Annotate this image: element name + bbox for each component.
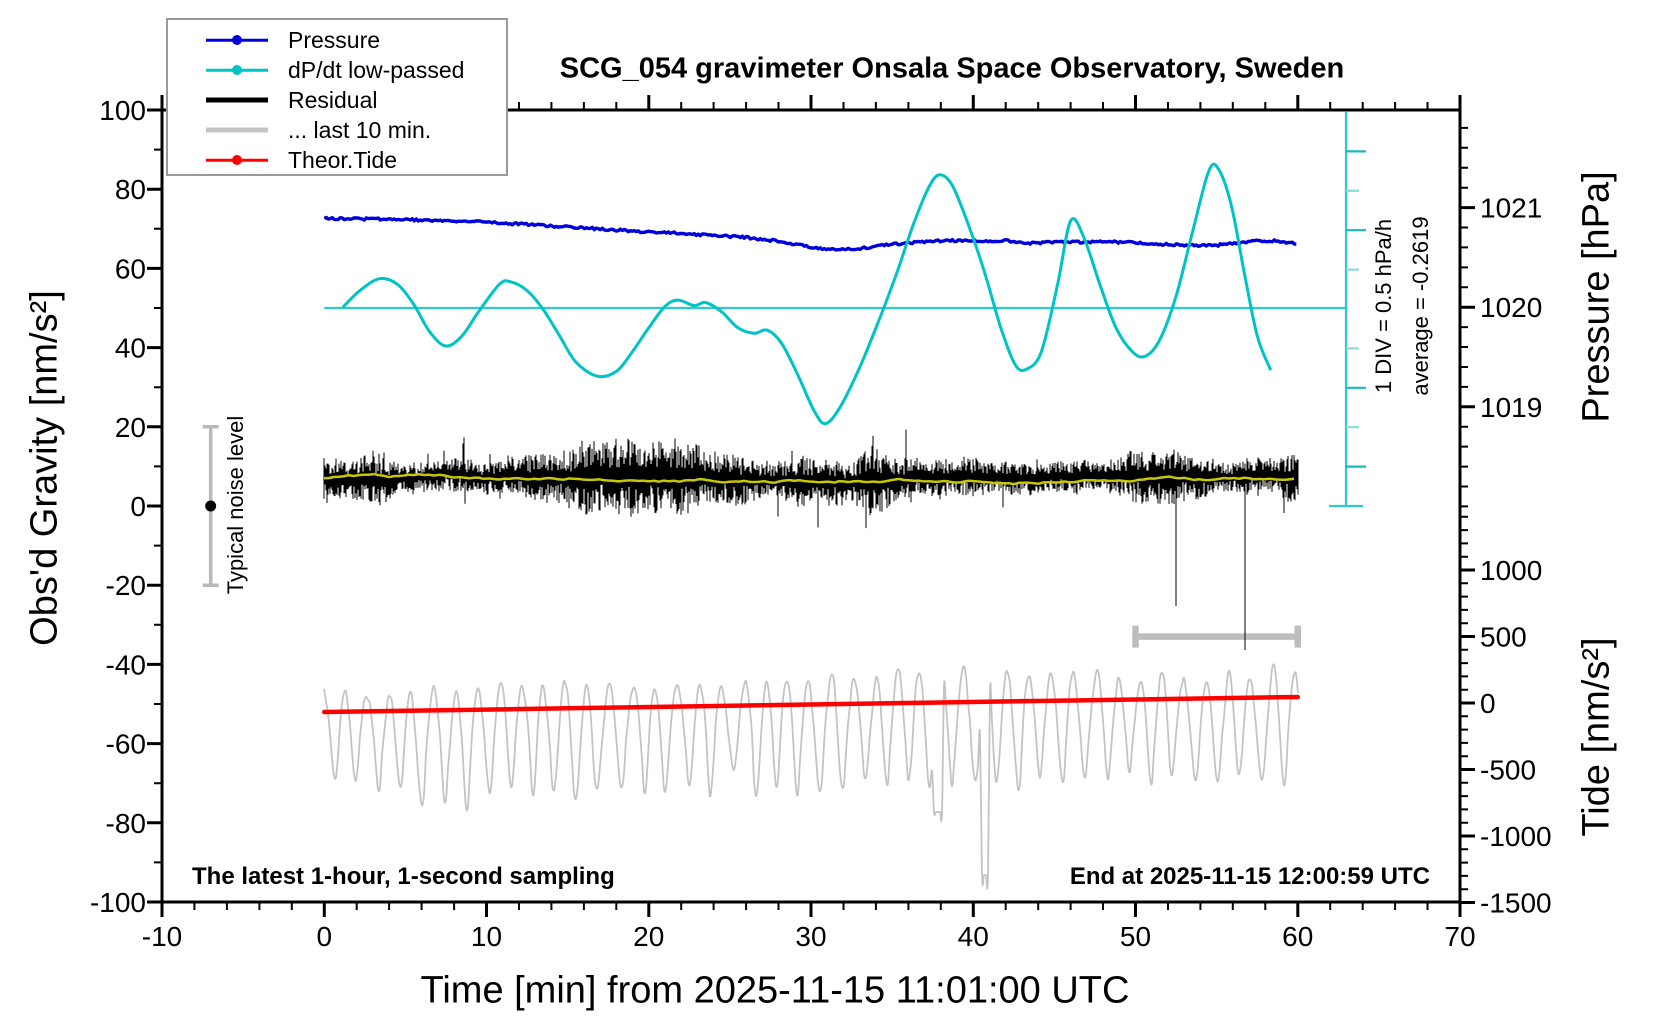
- svg-text:-20: -20: [106, 570, 146, 601]
- legend-item-pressure: Pressure: [168, 25, 506, 55]
- svg-text:70: 70: [1444, 921, 1475, 952]
- svg-text:0: 0: [1480, 688, 1496, 719]
- y-axis-title-gravity: Obs'd Gravity [nm/s²]: [23, 290, 66, 646]
- axis-ticks: [147, 95, 1475, 917]
- svg-text:0: 0: [316, 921, 332, 952]
- dpdt-series: [342, 162, 1272, 426]
- sampling-note: The latest 1-hour, 1-second sampling: [192, 863, 615, 890]
- svg-text:1019: 1019: [1480, 392, 1542, 423]
- residual-series: [323, 429, 1299, 650]
- average-label: average = -0.2619: [1408, 216, 1433, 396]
- dpdt-scale-bar: [324, 112, 1366, 508]
- svg-text:40: 40: [958, 921, 989, 952]
- legend-label-last10: ... last 10 min.: [288, 116, 432, 143]
- tide-marker-icon: [232, 155, 242, 165]
- svg-text:-40: -40: [106, 649, 146, 680]
- tick-labels: -10 0 10 20 30 40 50 60 70-100-80-60-40-20020406…: [90, 95, 1552, 952]
- svg-text:1020: 1020: [1480, 292, 1542, 323]
- svg-text:500: 500: [1480, 622, 1527, 653]
- chart-title: SCG_054 gravimeter Onsala Space Observat…: [559, 52, 1345, 85]
- svg-text:20: 20: [633, 921, 664, 952]
- svg-text:-1000: -1000: [1480, 821, 1552, 852]
- legend-item-dpdt: dP/dt low-passed: [168, 55, 506, 85]
- svg-text:-500: -500: [1480, 755, 1536, 786]
- tide-series: [322, 694, 1301, 715]
- residual-last10-series: [323, 663, 1299, 890]
- pressure-series: [323, 215, 1297, 252]
- legend-label-pressure: Pressure: [288, 26, 381, 53]
- x-axis-title: Time [min] from 2025-11-15 11:01:00 UTC: [420, 969, 1130, 1012]
- svg-text:1000: 1000: [1480, 555, 1542, 586]
- end-time-note: End at 2025-11-15 12:00:59 UTC: [1069, 863, 1430, 890]
- y-axis-title-pressure: Pressure [hPa]: [1575, 171, 1618, 423]
- noise-level-dot: [205, 500, 217, 512]
- legend-item-last10: ... last 10 min.: [168, 115, 506, 145]
- legend: Pressure dP/dt low-passed Residual ... l…: [166, 18, 508, 176]
- pressure-marker-icon: [232, 35, 242, 45]
- legend-label-dpdt: dP/dt low-passed: [288, 56, 465, 83]
- svg-text:40: 40: [115, 333, 146, 364]
- legend-item-tide: Theor.Tide: [168, 145, 506, 175]
- residual-line-sample: [206, 85, 268, 115]
- legend-label-tide: Theor.Tide: [288, 146, 398, 173]
- y-axis-title-tide: Tide [nm/s²]: [1575, 637, 1618, 837]
- svg-text:10: 10: [471, 921, 502, 952]
- legend-item-residual: Residual: [168, 85, 506, 115]
- svg-text:100: 100: [99, 95, 146, 126]
- noise-level-bar: [202, 425, 219, 587]
- svg-text:60: 60: [1282, 921, 1313, 952]
- dpdt-marker-icon: [232, 65, 242, 75]
- svg-text:20: 20: [115, 412, 146, 443]
- svg-text:-10: -10: [142, 921, 182, 952]
- svg-text:-60: -60: [106, 729, 146, 760]
- svg-text:80: 80: [115, 174, 146, 205]
- svg-text:1021: 1021: [1480, 193, 1542, 224]
- dpdt-line-sample: [206, 55, 268, 85]
- svg-text:-100: -100: [90, 887, 146, 918]
- svg-text:0: 0: [130, 491, 146, 522]
- last10-line-sample: [206, 115, 268, 145]
- svg-text:30: 30: [795, 921, 826, 952]
- svg-text:-1500: -1500: [1480, 888, 1552, 919]
- legend-label-residual: Residual: [288, 86, 378, 113]
- svg-text:-80: -80: [106, 808, 146, 839]
- noise-level-label: Typical noise level: [223, 415, 248, 595]
- last10-scale-bar: [1132, 625, 1301, 648]
- svg-text:50: 50: [1120, 921, 1151, 952]
- plot-frame: [160, 108, 1462, 904]
- svg-text:60: 60: [115, 253, 146, 284]
- tide-line-sample: [206, 145, 268, 175]
- div-scale-label: 1 DIV = 0.5 hPa/h: [1371, 218, 1396, 394]
- pressure-line-sample: [206, 25, 268, 55]
